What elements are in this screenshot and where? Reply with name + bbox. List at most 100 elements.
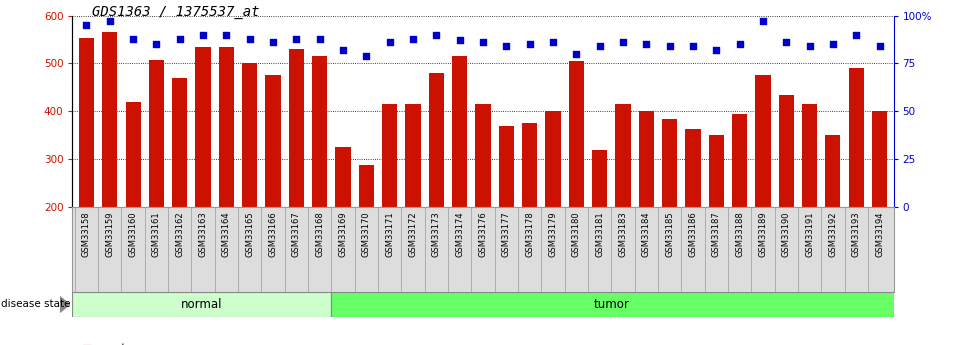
Point (779, 40, 794, 45)
Bar (802, 104, 817, 207)
Text: GDS1363 / 1375537_at: GDS1363 / 1375537_at (92, 5, 259, 19)
Text: GSM33176: GSM33176 (478, 211, 488, 257)
Point (592, 43, 608, 49)
Point (172, 36, 187, 41)
Point (102, 19, 118, 24)
Bar (219, 47, 234, 207)
Bar (475, 104, 491, 207)
Point (545, 40, 560, 45)
Bar (779, 95, 794, 207)
Point (732, 41, 748, 47)
Text: GSM33184: GSM33184 (641, 211, 651, 257)
Bar (662, 119, 677, 207)
Bar (266, 75, 281, 207)
Text: GSM33170: GSM33170 (362, 211, 371, 257)
Bar (522, 123, 537, 207)
Bar (289, 49, 304, 207)
Point (615, 40, 631, 45)
Bar (498, 126, 514, 207)
Point (195, 32, 211, 38)
Point (429, 32, 444, 38)
Bar (592, 150, 608, 207)
Bar (358, 165, 374, 207)
Bar (79, 38, 94, 207)
Text: GSM33186: GSM33186 (689, 211, 697, 257)
Text: GSM33167: GSM33167 (292, 211, 300, 257)
Bar (685, 129, 700, 207)
Text: GSM33178: GSM33178 (526, 211, 534, 257)
Text: GSM33183: GSM33183 (618, 211, 628, 257)
Point (312, 36, 327, 41)
Bar (732, 114, 747, 207)
Point (218, 32, 234, 38)
Point (498, 43, 514, 49)
Bar (825, 135, 840, 207)
Point (149, 41, 164, 47)
Bar (312, 56, 327, 207)
Point (872, 43, 888, 49)
Point (662, 43, 677, 49)
Point (452, 38, 468, 43)
Text: GSM33159: GSM33159 (105, 211, 114, 257)
Text: GSM33171: GSM33171 (385, 211, 394, 257)
Text: GSM33192: GSM33192 (829, 211, 838, 257)
Bar (149, 60, 164, 207)
Point (126, 36, 141, 41)
Bar (849, 68, 864, 207)
Point (848, 32, 864, 38)
Bar (335, 147, 351, 207)
Text: GSM33174: GSM33174 (455, 211, 465, 257)
Text: tumor: tumor (594, 298, 630, 311)
Point (639, 41, 654, 47)
Text: GSM33173: GSM33173 (432, 211, 440, 257)
Text: GSM33168: GSM33168 (315, 211, 325, 257)
Text: GSM33185: GSM33185 (666, 211, 674, 257)
Bar (755, 75, 771, 207)
Bar (242, 63, 257, 207)
Point (382, 40, 397, 45)
Bar (406, 104, 420, 207)
Point (569, 51, 584, 57)
Text: GSM33160: GSM33160 (128, 211, 137, 257)
Text: GSM33194: GSM33194 (875, 211, 884, 257)
Point (289, 36, 304, 41)
Bar (72, 292, 330, 317)
Text: GSM33180: GSM33180 (572, 211, 581, 257)
Text: GSM33161: GSM33161 (152, 211, 161, 257)
Text: GSM33172: GSM33172 (409, 211, 417, 257)
Bar (709, 135, 724, 207)
Bar (872, 111, 887, 207)
Text: GSM33181: GSM33181 (595, 211, 604, 257)
Bar (429, 73, 444, 207)
Text: GSM33179: GSM33179 (549, 211, 557, 257)
Text: GSM33193: GSM33193 (852, 211, 861, 257)
Text: GSM33177: GSM33177 (501, 211, 511, 257)
Bar (330, 292, 894, 317)
Text: GSM33158: GSM33158 (82, 211, 91, 257)
Text: GSM33190: GSM33190 (781, 211, 791, 257)
Point (266, 40, 281, 45)
Text: GSM33162: GSM33162 (175, 211, 185, 257)
Point (406, 36, 421, 41)
Text: GSM33165: GSM33165 (245, 211, 254, 257)
Point (475, 40, 491, 45)
Point (825, 41, 840, 47)
Point (358, 53, 374, 59)
Text: normal: normal (181, 298, 222, 311)
Bar (569, 61, 583, 207)
Point (685, 43, 700, 49)
Text: GSM33188: GSM33188 (735, 211, 744, 257)
Text: disease state: disease state (1, 299, 71, 309)
Bar (383, 104, 397, 207)
Bar (126, 102, 141, 207)
Text: ■: ■ (82, 344, 93, 345)
Bar (172, 78, 187, 207)
Text: count: count (97, 344, 127, 345)
Point (78, 22, 94, 28)
Point (522, 41, 537, 47)
Polygon shape (60, 297, 70, 312)
Text: GSM33187: GSM33187 (712, 211, 721, 257)
Text: GSM33191: GSM33191 (805, 211, 814, 257)
Point (335, 47, 351, 53)
Bar (195, 47, 211, 207)
